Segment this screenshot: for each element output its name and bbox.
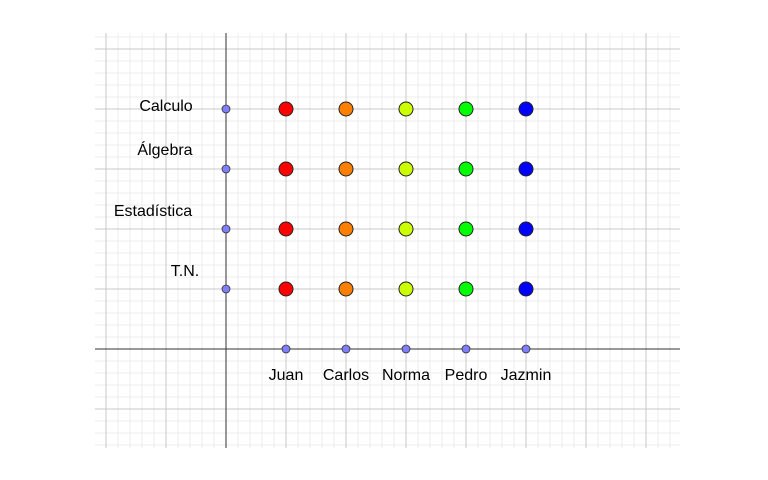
row-label: Estadística [114,203,192,220]
grade-point [338,221,354,237]
grade-point [278,221,294,237]
grade-point [458,281,474,297]
grade-point [398,221,414,237]
row-label: T.N. [171,263,199,280]
grade-point [398,101,414,117]
grade-point [458,161,474,177]
grid [95,33,680,448]
grade-point [458,221,474,237]
column-label: Pedro [445,367,488,384]
row-label: Calculo [139,98,192,115]
axis-point [461,344,471,354]
grade-point [518,221,534,237]
axis-point [341,344,351,354]
axis-point [281,344,291,354]
grade-point [278,281,294,297]
marks: Calculo Álgebra Estadística T.N. Juan Carlos N… [114,98,551,384]
grade-point [398,281,414,297]
column-label: Jazmin [501,367,552,384]
axis-point [221,164,231,174]
axis-point [401,344,411,354]
grade-point [278,161,294,177]
grade-point [398,161,414,177]
column-label: Juan [269,367,304,384]
axis-point [521,344,531,354]
grade-point [518,281,534,297]
grade-point [338,161,354,177]
axis-point [221,224,231,234]
grade-point [338,281,354,297]
grade-point [518,161,534,177]
axis-point [221,104,231,114]
row-label: Álgebra [137,140,192,159]
grade-point [278,101,294,117]
column-label: Carlos [323,367,369,384]
axis-point [221,284,231,294]
grade-point [338,101,354,117]
column-label: Norma [382,367,430,384]
grade-point [518,101,534,117]
grade-point [458,101,474,117]
